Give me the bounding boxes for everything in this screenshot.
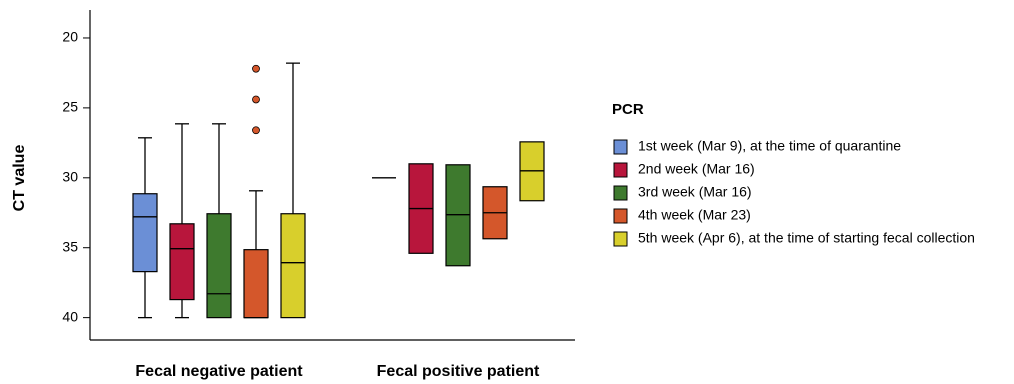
- x-tick-label: Fecal positive patient: [377, 363, 540, 380]
- legend-swatch: [613, 139, 628, 155]
- y-tick-label: 40: [62, 308, 78, 324]
- box: [206, 213, 232, 319]
- y-axis-label: CT value: [11, 145, 28, 212]
- outlier: [252, 64, 260, 73]
- legend-swatch: [613, 185, 628, 201]
- legend-title: PCR: [612, 101, 644, 118]
- box: [132, 193, 158, 273]
- y-tick-label: 25: [62, 99, 78, 115]
- outlier: [252, 126, 260, 135]
- y-tick-label: 30: [62, 168, 78, 184]
- legend-label: 5th week (Apr 6), at the time of startin…: [638, 230, 975, 246]
- legend-label: 3rd week (Mar 16): [638, 184, 752, 200]
- legend-swatch: [613, 231, 628, 247]
- y-tick-label: 35: [62, 238, 78, 254]
- box: [169, 223, 195, 301]
- legend-label: 1st week (Mar 9), at the time of quarant…: [638, 138, 901, 154]
- box: [280, 213, 306, 319]
- legend-swatch: [613, 208, 628, 224]
- legend-label: 4th week (Mar 23): [638, 207, 751, 223]
- legend-label: 2nd week (Mar 16): [638, 161, 755, 177]
- legend-swatch: [613, 162, 628, 178]
- box: [243, 249, 269, 319]
- outlier: [252, 95, 260, 104]
- x-tick-label: Fecal negative patient: [135, 363, 303, 380]
- y-tick-label: 20: [62, 29, 78, 45]
